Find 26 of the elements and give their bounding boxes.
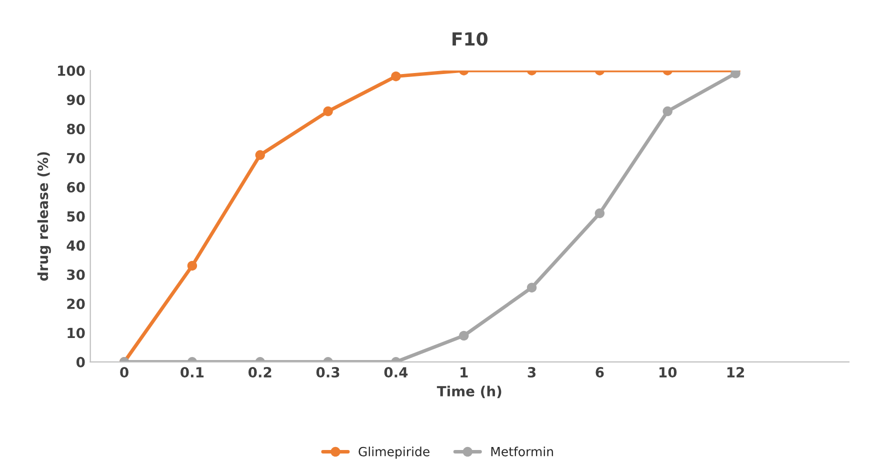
x-tick-label: 10 bbox=[660, 367, 677, 378]
y-tick-label: 70 bbox=[67, 152, 85, 164]
y-tick-label: 90 bbox=[66, 94, 85, 106]
legend-label: Glimepiride bbox=[358, 446, 430, 459]
x-tick-label: 12 bbox=[727, 367, 744, 378]
y-tick-label: 50 bbox=[67, 211, 85, 222]
x-tick-label: 3 bbox=[528, 367, 536, 378]
y-tick-label: 100 bbox=[58, 65, 85, 76]
y-axis-title: drug release (%) bbox=[37, 152, 51, 281]
y-tick-label: 20 bbox=[67, 298, 85, 310]
y-tick-label: 80 bbox=[66, 124, 85, 134]
y-tick-label: 60 bbox=[67, 182, 85, 193]
y-tick-label: 30 bbox=[67, 269, 85, 280]
x-tick-label: 0.2 bbox=[248, 367, 272, 378]
chart-title: F10 bbox=[452, 32, 488, 46]
x-tick-label: 1 bbox=[460, 367, 468, 378]
x-tick-label: 0 bbox=[120, 367, 128, 378]
y-tick-label: 40 bbox=[66, 240, 85, 251]
x-tick-label: 0.3 bbox=[316, 367, 340, 378]
x-tick-label: 0.1 bbox=[180, 367, 204, 378]
legend-label: Metformin bbox=[491, 446, 553, 456]
y-tick-label: 10 bbox=[68, 328, 85, 338]
x-tick-label: 0.4 bbox=[384, 367, 408, 378]
x-axis-title: Time (h) bbox=[436, 386, 502, 398]
y-tick-label: 0 bbox=[76, 356, 85, 368]
x-tick-label: 6 bbox=[596, 367, 604, 378]
